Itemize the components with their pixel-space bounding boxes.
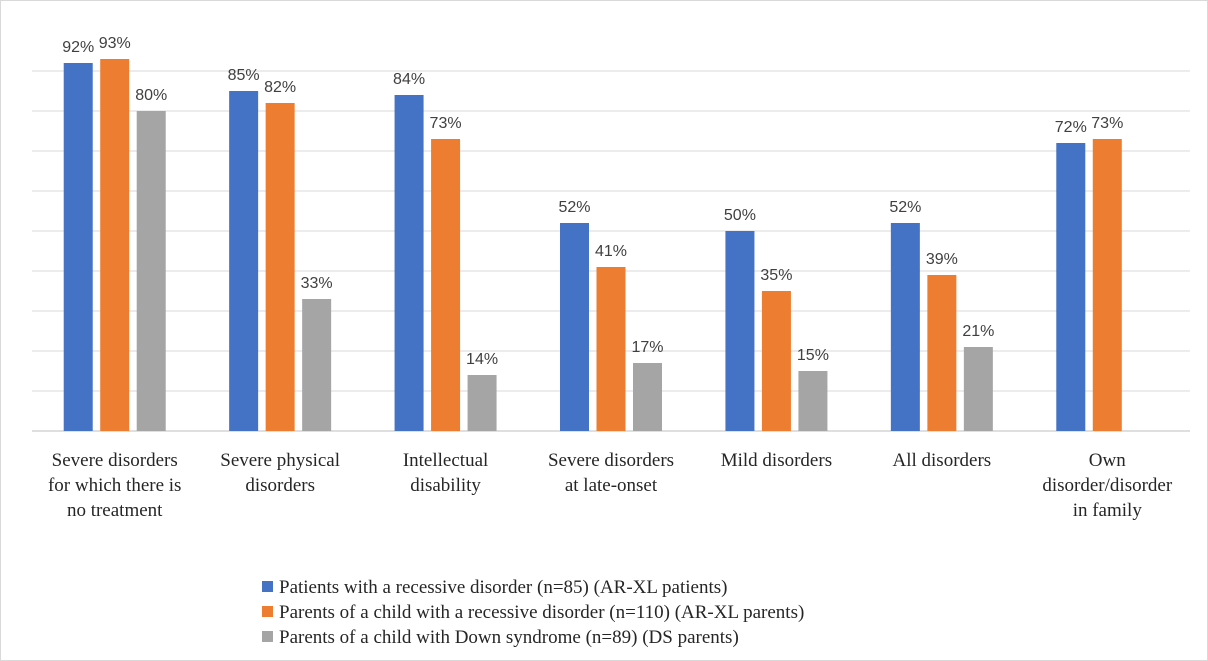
bar [63,63,93,431]
bar [927,275,957,431]
data-label: 52% [558,199,590,216]
x-tick-label: Severe disorders for which there is no tre… [48,450,181,521]
data-label: 41% [595,243,627,260]
bar [560,223,589,431]
bar [963,347,993,431]
bar [265,103,295,431]
x-tick-label: Severe disorders at late-onset [548,450,674,496]
bar [798,371,828,431]
data-label: 93% [99,35,131,52]
data-label: 85% [228,67,260,84]
data-label: 14% [466,351,498,368]
bar [467,375,497,431]
bar [890,223,920,431]
legend-swatch [262,581,273,592]
data-label: 35% [760,267,792,284]
data-label: 33% [301,275,333,292]
data-label: 21% [962,323,994,340]
legend-swatch [262,606,273,617]
data-label: 92% [62,39,94,56]
legend-swatch [262,631,273,642]
data-label: 73% [430,115,462,132]
data-label: 73% [1091,115,1123,132]
data-label: 84% [393,71,425,88]
bar [394,95,424,431]
bar [633,363,662,431]
data-label: 80% [135,87,167,104]
bar [761,291,791,431]
data-label: 17% [631,339,663,356]
bar [1092,139,1122,431]
bar [431,139,461,431]
legend-label: Parents of a child with Down syndrome (n… [279,627,739,648]
data-label: 15% [797,347,829,364]
data-label: 82% [264,79,296,96]
x-tick-label: Severe physical disorders [220,450,340,496]
bar [302,299,332,431]
bar [1056,143,1086,431]
bar [596,267,626,431]
bar [136,111,166,431]
x-tick-label: Intellectual disability [403,450,488,496]
bar [100,59,130,431]
data-label: 72% [1055,119,1087,136]
x-tick-label: Mild disorders [721,450,832,471]
legend-label: Patients with a recessive disorder (n=85… [279,577,727,598]
legend-label: Parents of a child with a recessive diso… [279,602,804,623]
bar [229,91,259,431]
x-tick-label: All disorders [893,450,992,471]
x-tick-label: Own disorder/disorder in family [1042,450,1172,521]
bar [725,231,755,431]
data-label: 39% [926,251,958,268]
data-label: 50% [724,207,756,224]
data-label: 52% [889,199,921,216]
